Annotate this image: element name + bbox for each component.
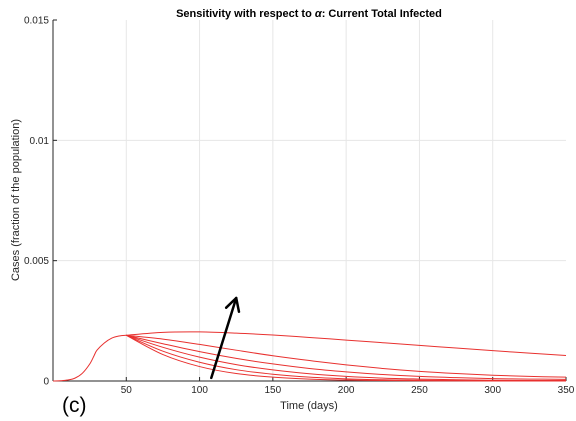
x-tick-label: 300 [484,385,501,396]
y-tick-label: 0.01 [30,136,50,147]
arrow-annotation [210,296,241,380]
series-line-3 [126,334,567,380]
series-line-1 [126,331,567,356]
tick-labels: 50 100 150 200 250 300 350 0 0.005 0.01 0.015 [24,16,575,397]
arrow-head [224,296,241,313]
x-tick-label: 250 [411,385,428,396]
x-axis-label: Time (days) [280,400,338,412]
series-shared-prefix [52,334,127,382]
axes [52,19,567,382]
panel-label: (c) [62,394,87,417]
y-tick-label: 0.015 [24,16,49,27]
series-line-2 [126,334,567,378]
chart-title: Sensitivity with respect to α: Current T… [176,8,442,20]
x-tick-label: 150 [265,385,282,396]
series-lines [52,331,567,382]
grid [53,20,566,381]
x-tick-label: 100 [191,385,208,396]
series-line-6 [126,334,566,382]
arrow-shaft [210,296,238,380]
x-tick-label: 350 [558,385,575,396]
y-tick-label: 0 [43,377,49,388]
x-tick-label: 50 [121,385,133,396]
y-tick-label: 0.005 [24,256,49,267]
y-axis-label: Cases (fraction of the population) [10,119,22,281]
x-tick-label: 200 [338,385,355,396]
